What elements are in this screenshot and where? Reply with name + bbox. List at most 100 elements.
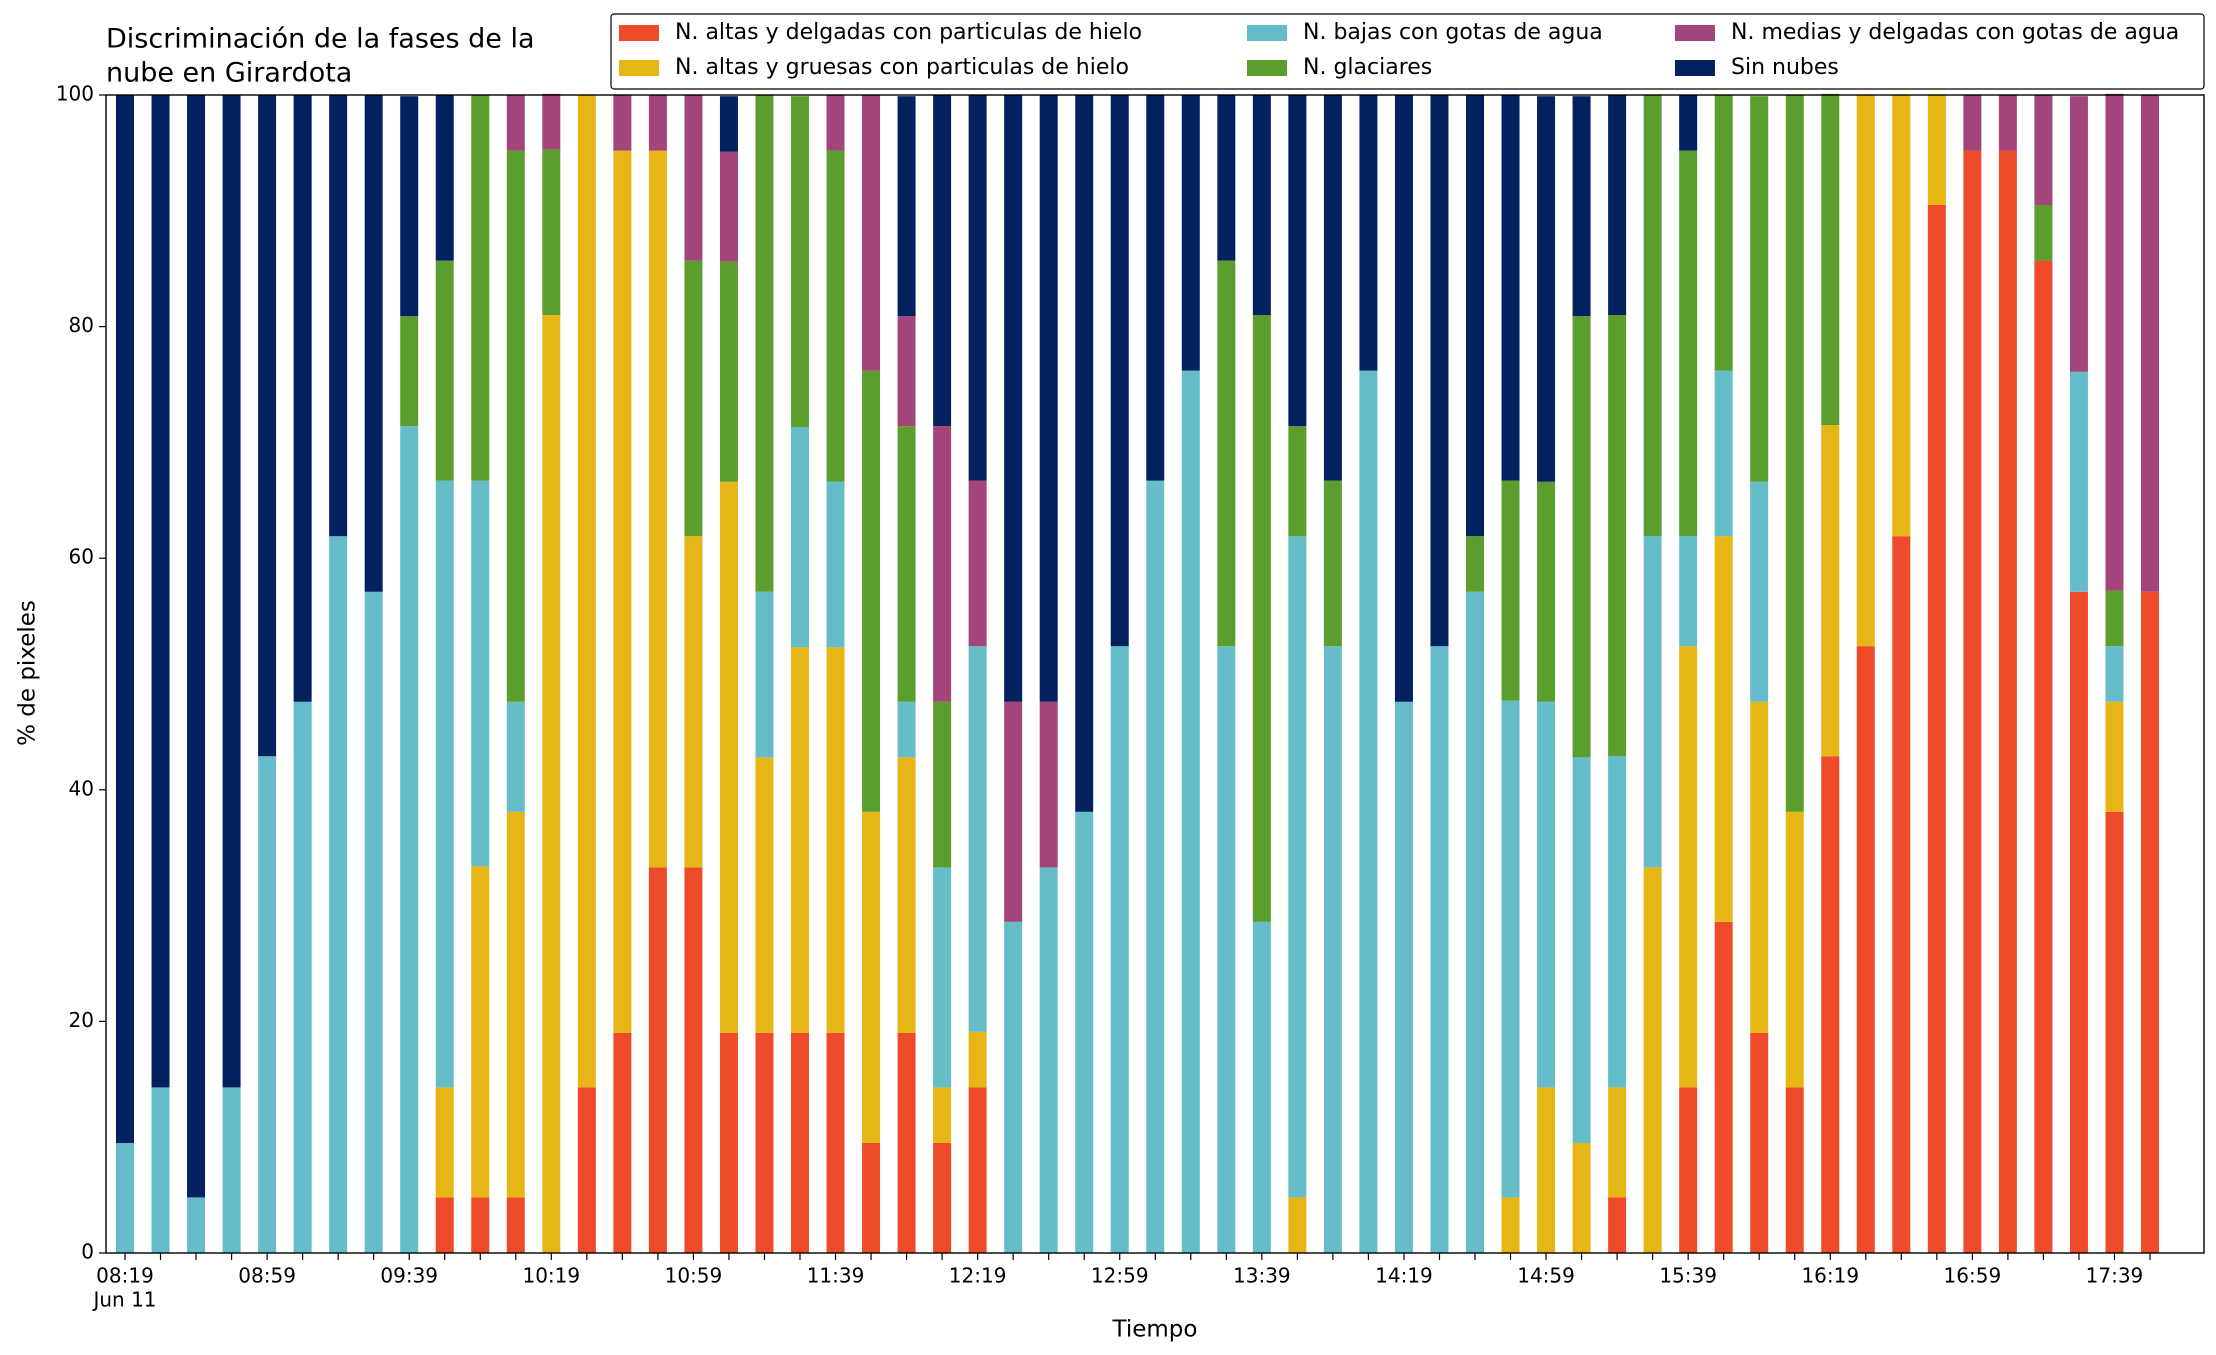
- bar-segment: [506, 811, 525, 1198]
- bar-segment: [826, 150, 845, 482]
- bar-segment: [151, 1087, 170, 1253]
- bar-segment: [1039, 95, 1058, 702]
- bar-segment: [1004, 701, 1023, 922]
- bar-segment: [506, 150, 525, 702]
- bar-segment: [1288, 426, 1307, 537]
- bar-segment: [1927, 205, 1946, 1253]
- legend-swatch: [1675, 25, 1715, 41]
- bar-segment: [791, 427, 809, 648]
- bar-segment: [1146, 95, 1165, 481]
- bar-segment: [1004, 95, 1023, 702]
- bar-segment: [1785, 95, 1804, 812]
- bar-segment: [2034, 205, 2053, 261]
- bar-segment: [826, 1032, 845, 1253]
- bar-segment: [1608, 1197, 1627, 1253]
- bar-segment: [1394, 701, 1413, 1253]
- bar-segment: [2034, 260, 2053, 1253]
- x-tick-label: 09:39: [380, 1264, 438, 1288]
- bar-segment: [577, 1087, 596, 1253]
- bar-segment: [187, 1197, 206, 1253]
- bar-segment: [1394, 95, 1413, 702]
- bar-segment: [968, 95, 987, 481]
- bar-segment: [648, 867, 667, 1253]
- bar-segment: [1323, 95, 1342, 481]
- bar-segment: [1217, 646, 1236, 1253]
- bar-segment: [897, 96, 916, 317]
- bar-segment: [1537, 1087, 1556, 1253]
- bar-segment: [968, 480, 987, 647]
- bar-segment: [826, 95, 845, 151]
- bar-segment: [933, 701, 952, 868]
- bar-segment: [400, 316, 419, 427]
- bar-segment: [151, 95, 170, 1088]
- bar-segment: [1501, 700, 1520, 1198]
- legend-swatch: [619, 60, 659, 76]
- bar-segment: [2141, 95, 2159, 592]
- bar-segment: [1430, 95, 1449, 647]
- bar-segment: [116, 95, 134, 1143]
- bar-segment: [1714, 921, 1733, 1253]
- x-tick-label: 10:59: [665, 1264, 723, 1288]
- bar-segment: [1004, 921, 1023, 1253]
- bar-segment: [2034, 95, 2053, 206]
- x-tick-label: 14:59: [1517, 1264, 1575, 1288]
- bar-segment: [862, 1142, 881, 1253]
- bar-segment: [1537, 481, 1556, 702]
- bar-segment: [1252, 921, 1271, 1253]
- bar-segment: [542, 149, 561, 316]
- bar-segment: [1501, 95, 1520, 481]
- bar-segment: [684, 536, 703, 868]
- bar-segment: [435, 95, 454, 261]
- chart-title: nube en Girardota: [106, 58, 352, 89]
- bar-segment: [400, 426, 419, 1253]
- bar-segment: [1679, 646, 1698, 1088]
- bar-segment: [933, 867, 952, 1088]
- bar-segment: [542, 93, 561, 150]
- bar-segment: [1181, 370, 1200, 1253]
- bar-segment: [222, 95, 241, 1088]
- bar-segment: [2105, 646, 2124, 702]
- bar-segment: [364, 95, 383, 592]
- bar-segment: [1608, 315, 1627, 757]
- bar-segment: [1537, 701, 1556, 1088]
- bar-segment: [613, 95, 632, 151]
- bar-segment: [506, 701, 525, 812]
- x-tick-label: 15:39: [1659, 1264, 1717, 1288]
- bar-segment: [1821, 425, 1840, 757]
- x-tick-label: 16:19: [1801, 1264, 1859, 1288]
- bar-segment: [1288, 95, 1307, 427]
- bar-segment: [648, 150, 667, 868]
- x-tick-label: 12:19: [949, 1264, 1007, 1288]
- bar-segment: [1146, 480, 1165, 1253]
- bar-segment: [791, 96, 809, 428]
- bar-segment: [1679, 150, 1698, 537]
- bar-segment: [2105, 590, 2124, 647]
- bar-segment: [933, 426, 952, 702]
- x-tick-label: 13:39: [1233, 1264, 1291, 1288]
- bar-segment: [1323, 646, 1342, 1253]
- bar-segment: [1892, 536, 1911, 1253]
- bar-segment: [897, 1032, 916, 1253]
- bar-segment: [1679, 95, 1698, 151]
- y-tick-label: 40: [69, 776, 94, 800]
- bar-segment: [1963, 150, 1982, 1254]
- bar-segment: [1359, 370, 1378, 1253]
- bar-segment: [933, 1142, 952, 1253]
- bar-segment: [1466, 95, 1484, 537]
- bar-segment: [1572, 316, 1591, 758]
- bar-segment: [862, 370, 881, 812]
- bar-segment: [897, 757, 916, 1033]
- bar-segment: [897, 316, 916, 427]
- bar-segment: [1608, 1087, 1627, 1198]
- bar-segment: [648, 95, 667, 151]
- bar-segment: [1288, 1197, 1307, 1253]
- bar-segment: [471, 866, 490, 1198]
- bar-segment: [435, 1087, 454, 1198]
- y-tick-label: 0: [81, 1240, 94, 1264]
- bar-segment: [755, 1032, 774, 1253]
- bar-segment: [400, 96, 419, 317]
- bar-segment: [293, 701, 312, 1253]
- legend-swatch: [1675, 60, 1715, 76]
